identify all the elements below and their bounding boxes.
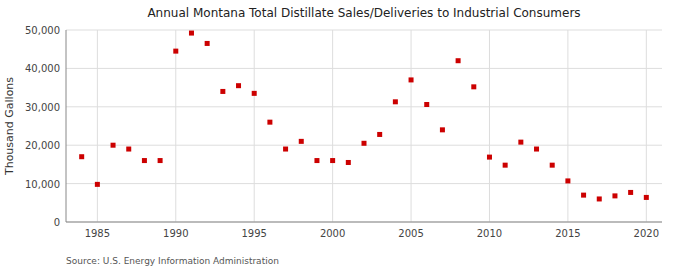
y-tick-label: 50,000	[25, 25, 60, 36]
point	[440, 127, 445, 132]
point	[236, 83, 241, 88]
y-axis-label: Thousand Gallons	[3, 77, 16, 176]
x-tick-label: 2010	[477, 228, 502, 239]
source-note: Source: U.S. Energy Information Administ…	[66, 256, 279, 266]
x-grid-line	[254, 30, 255, 222]
x-tick-label: 1995	[241, 228, 266, 239]
y-grid-line	[66, 68, 662, 69]
point	[314, 158, 319, 163]
grid	[66, 30, 662, 222]
point	[283, 147, 288, 152]
x-grid-line	[646, 30, 647, 222]
point	[205, 41, 210, 46]
point	[628, 190, 633, 195]
point	[424, 102, 429, 107]
y-tick-label: 40,000	[25, 63, 60, 74]
y-tick-label: 10,000	[25, 179, 60, 190]
point	[173, 49, 178, 54]
point	[95, 182, 100, 187]
point	[550, 163, 555, 168]
point	[346, 160, 351, 165]
point	[252, 91, 257, 96]
point	[267, 120, 272, 125]
point	[644, 195, 649, 200]
y-axis-line	[66, 30, 67, 222]
x-tick-label: 1985	[85, 228, 110, 239]
x-tick-label: 2000	[320, 228, 345, 239]
chart: Annual Montana Total Distillate Sales/De…	[0, 0, 675, 275]
title: Annual Montana Total Distillate Sales/De…	[147, 6, 580, 20]
points	[79, 31, 649, 202]
x-tick-label: 2015	[555, 228, 580, 239]
point	[409, 77, 414, 82]
point	[299, 139, 304, 144]
point	[565, 178, 570, 183]
x-grid-line	[332, 30, 333, 222]
point	[534, 147, 539, 152]
point	[189, 31, 194, 36]
point	[377, 132, 382, 137]
x-grid-line	[411, 30, 412, 222]
y-tick-label: 0	[54, 217, 60, 228]
point	[111, 143, 116, 148]
point	[597, 196, 602, 201]
axes: 0 10,000 20,000 30,000 40,000 50,000 1985 1990 1…	[25, 25, 662, 239]
point	[330, 158, 335, 163]
y-tick-label: 30,000	[25, 102, 60, 113]
y-grid-line	[66, 222, 662, 223]
point	[142, 158, 147, 163]
y-grid-line	[66, 183, 662, 184]
x-tick-label: 1990	[163, 228, 188, 239]
x-tick-label: 2005	[398, 228, 423, 239]
point	[158, 158, 163, 163]
y-grid-line	[66, 30, 662, 31]
point	[487, 155, 492, 160]
point	[503, 163, 508, 168]
point	[126, 147, 131, 152]
point	[393, 99, 398, 104]
point	[518, 140, 523, 145]
point	[79, 154, 84, 159]
x-grid-line	[97, 30, 98, 222]
point	[220, 89, 225, 94]
x-grid-line	[175, 30, 176, 222]
y-tick-label: 20,000	[25, 140, 60, 151]
point	[612, 193, 617, 198]
x-grid-line	[489, 30, 490, 222]
point	[456, 58, 461, 63]
y-grid-line	[66, 106, 662, 107]
point	[362, 141, 367, 146]
x-grid-line	[567, 30, 568, 222]
point	[471, 84, 476, 89]
x-axis-line	[66, 222, 662, 223]
x-tick-label: 2020	[634, 228, 659, 239]
point	[581, 193, 586, 198]
